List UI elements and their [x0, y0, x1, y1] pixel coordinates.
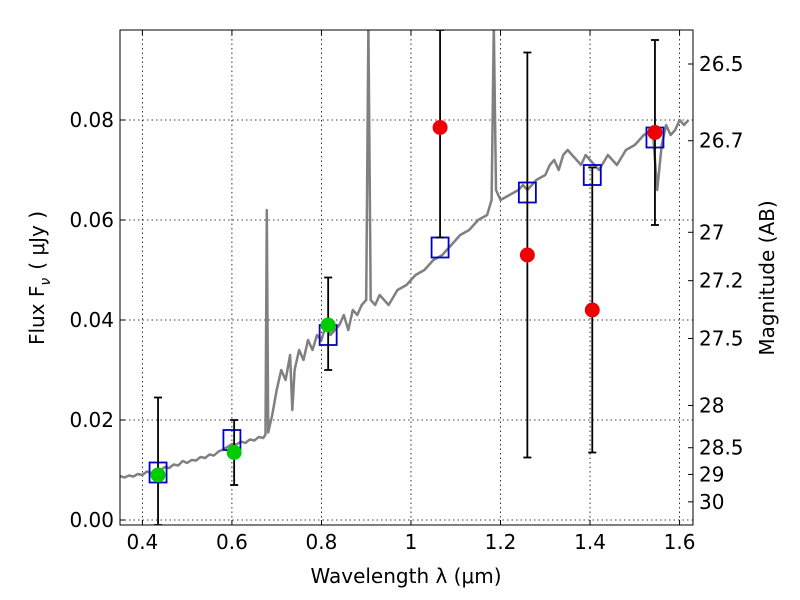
- y-axis-label-subscript: ν: [38, 278, 54, 286]
- y-tick-label: 0.08: [69, 108, 114, 132]
- right-tick-label: 28: [699, 393, 724, 417]
- x-tick-label: 1.4: [574, 530, 606, 554]
- right-tick-label: 26.7: [699, 129, 744, 153]
- right-tick-label: 29: [699, 462, 724, 486]
- x-tick-label: 0.8: [306, 530, 338, 554]
- y-axis-label: Flux Fν ( μJy ): [25, 211, 54, 345]
- y-axis-label-units: ( μJy ): [25, 211, 49, 270]
- plot-frame: [119, 29, 694, 526]
- plot-background: [120, 30, 693, 525]
- detection-point: [150, 467, 166, 483]
- right-tick-label: 28.5: [699, 436, 744, 460]
- right-tick-label: 26.5: [699, 52, 744, 76]
- detection-point: [226, 445, 242, 460]
- red-photometry-point: [432, 120, 448, 135]
- right-tick-label: 27.2: [699, 269, 744, 293]
- x-tick-label: 0.4: [126, 530, 158, 554]
- red-photometry-point: [584, 302, 600, 318]
- y-tick-label: 0.06: [69, 208, 114, 232]
- x-tick-label: 1.6: [664, 530, 696, 554]
- right-tick-label: 27.5: [699, 326, 744, 350]
- red-photometry-point: [647, 125, 663, 140]
- model-spectrum-line: [120, 30, 690, 479]
- right-tick-label: 27: [699, 220, 724, 244]
- x-tick-label: 0.6: [216, 530, 248, 554]
- y-axis-label-main: Flux F: [25, 286, 49, 345]
- right-tick-label: 30: [699, 490, 724, 514]
- detection-point: [320, 317, 336, 333]
- right-axis-label: Magnitude (AB): [755, 200, 779, 355]
- data-layer: [120, 30, 690, 525]
- y-tick-label: 0.04: [69, 308, 114, 332]
- red-photometry-point: [519, 247, 535, 263]
- axis-ticks: 0.4 0.6 0.8 1 1.2 1.4 1.6 0.00 0.02 0.04 0.06 0.08 2…: [69, 30, 744, 554]
- x-tick-label: 1.2: [485, 530, 517, 554]
- y-tick-label: 0.00: [69, 508, 114, 532]
- x-tick-label: 1: [405, 530, 418, 554]
- y-tick-label: 0.02: [69, 408, 114, 432]
- grid-lines: [120, 30, 693, 525]
- x-axis-label: Wavelength λ (μm): [310, 564, 501, 588]
